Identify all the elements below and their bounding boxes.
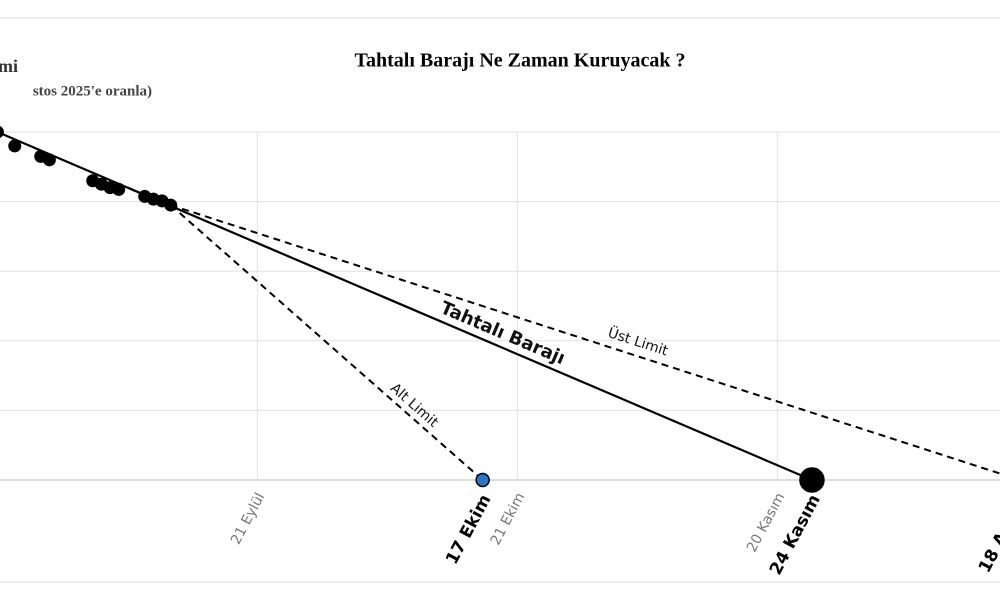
- subtitle: stos 2025'e oranla): [33, 83, 152, 99]
- line-label: Tahtalı Barajı: [437, 297, 568, 369]
- data-point: [112, 182, 126, 196]
- projection-line: [170, 204, 1000, 475]
- data-point: [42, 153, 56, 167]
- data-point: [0, 126, 4, 138]
- projection-line: [170, 204, 484, 481]
- x-tick-label: 21 Eylül: [228, 490, 268, 547]
- projection-line: [0, 131, 813, 482]
- x-tick-label: 21 Ekim: [488, 490, 529, 548]
- end-label: 18 Aralık: [975, 491, 1000, 577]
- chart-title: Tahtalı Barajı Ne Zaman Kuruyacak ?: [355, 50, 686, 72]
- end-label: 17 Ekim: [442, 491, 495, 568]
- y-label: mi: [0, 56, 18, 76]
- line-label: Üst Limit: [606, 323, 671, 359]
- line-label: Alt Limit: [387, 380, 442, 431]
- data-point: [8, 139, 22, 153]
- end-marker: [799, 467, 825, 493]
- end-marker: [475, 472, 490, 488]
- data-point: [164, 198, 178, 212]
